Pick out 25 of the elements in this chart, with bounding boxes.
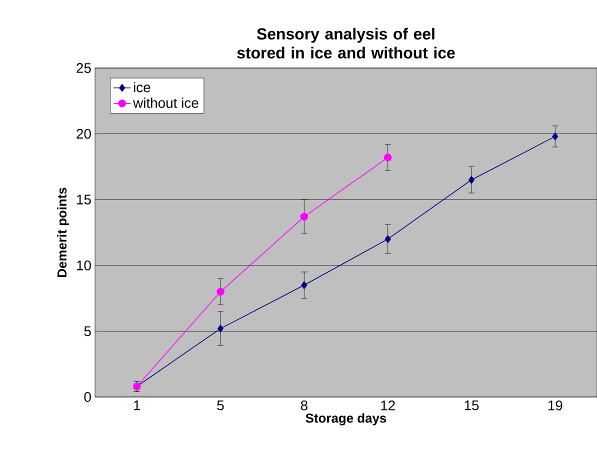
x-tick-label: 15 bbox=[464, 400, 479, 410]
y-tick-label: 10 bbox=[77, 260, 91, 270]
x-tick-label: 5 bbox=[217, 400, 224, 410]
x-tick-label: 19 bbox=[548, 400, 562, 410]
y-tick-label: 20 bbox=[76, 128, 91, 139]
point bbox=[301, 281, 308, 290]
x-tick-label: 1 bbox=[134, 400, 140, 410]
y-tick-label: 0 bbox=[84, 392, 91, 402]
point bbox=[217, 324, 224, 332]
chart-title: Sensory analysis of eel stored in ice and without ice bbox=[237, 28, 455, 58]
legend-label: ice bbox=[134, 82, 150, 92]
point bbox=[384, 154, 392, 162]
point bbox=[468, 176, 475, 184]
point bbox=[216, 288, 224, 296]
point bbox=[384, 235, 391, 243]
x-tick-label: 8 bbox=[300, 400, 308, 410]
x-axis-title: Storage days bbox=[306, 413, 386, 426]
y-tick-label: 5 bbox=[84, 326, 91, 336]
y-tick-label: 25 bbox=[76, 63, 91, 73]
point bbox=[300, 212, 308, 221]
legend-label: without ice bbox=[133, 98, 198, 108]
y-axis-title: Demerit points bbox=[57, 188, 70, 277]
point bbox=[552, 132, 558, 140]
x-tick-label: 12 bbox=[381, 400, 395, 410]
y-tick-label: 15 bbox=[77, 194, 91, 204]
